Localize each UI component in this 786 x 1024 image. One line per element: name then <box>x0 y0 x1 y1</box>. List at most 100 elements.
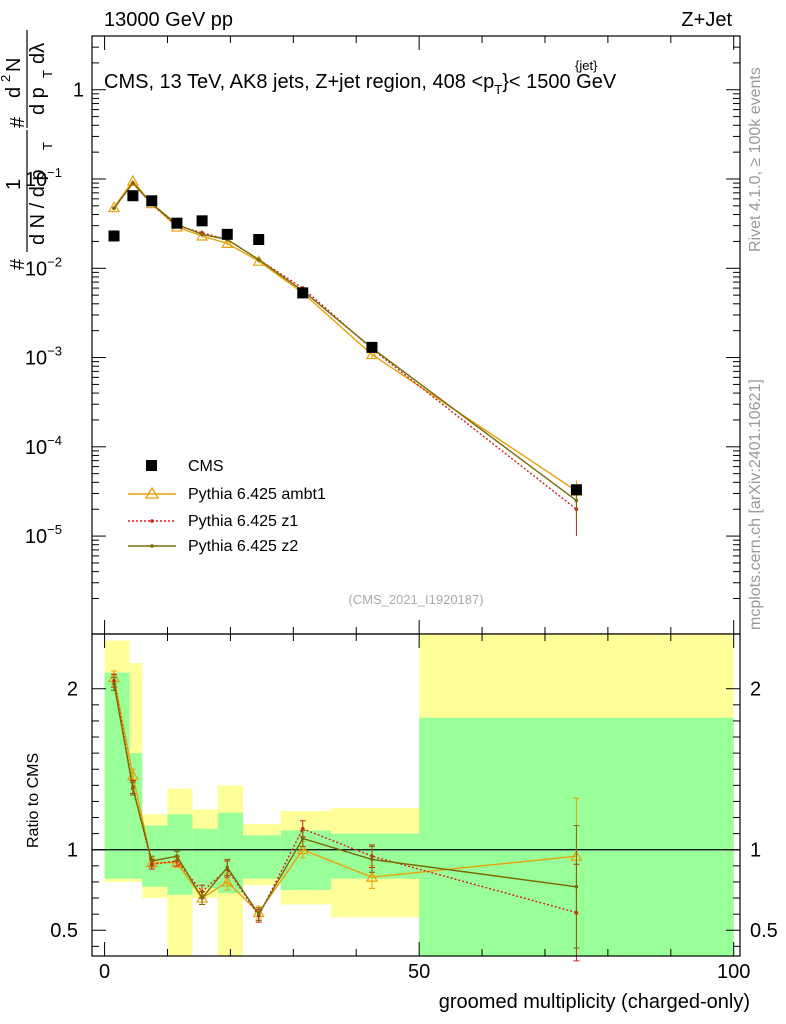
header-left: 13000 GeV pp <box>104 9 233 31</box>
plot-title: CMS, 13 TeV, AK8 jets, Z+jet region, 408… <box>104 71 617 97</box>
ratio-point-z2 <box>200 896 204 900</box>
ratio-ytick-label-right: 1 <box>750 840 761 862</box>
analysis-id: (CMS_2021_I1920187) <box>348 592 483 607</box>
main-point-cms <box>108 230 120 242</box>
ratio-line-z1 <box>113 680 577 918</box>
main-point-cms <box>253 234 265 246</box>
main-point-cms <box>570 484 582 496</box>
ratio-point-z2 <box>149 859 154 863</box>
ratio-xtick-label: 50 <box>408 961 430 983</box>
x-axis-label: groomed multiplicity (charged-only) <box>439 991 750 1013</box>
main-ytick-base: 10 <box>25 437 47 459</box>
ratio-band-inner <box>280 830 332 890</box>
ratio-point-z2 <box>175 854 179 858</box>
ratio-band-inner <box>167 814 193 895</box>
ratio-point-z1 <box>300 827 305 831</box>
main-point-z2 <box>112 206 116 211</box>
ratio-series-layer <box>107 670 583 962</box>
plot-title-tail: }< 1500 GeV <box>502 71 617 93</box>
ratio-ytick-label: 0.5 <box>50 920 78 942</box>
main-point-z2 <box>574 498 579 503</box>
main-point-cms <box>146 195 158 207</box>
legend-marker-z1 <box>150 519 154 523</box>
ratio-point-ambt1 <box>221 875 234 887</box>
legend-label-cms: CMS <box>188 458 224 475</box>
main-point-cms <box>221 228 233 240</box>
ratio-band-inner <box>104 672 130 879</box>
ratio-point-z2 <box>574 884 579 889</box>
main-ytick-label: 10−4 <box>25 433 62 459</box>
main-ytick-label: 1 <box>73 80 84 102</box>
ratio-xtick-label: 100 <box>717 961 750 983</box>
plot-title-sub: T <box>494 82 502 97</box>
main-point-cms <box>196 215 208 227</box>
ratio-band-inner <box>217 812 243 894</box>
rivet-label: Rivet 4.1.0, ≥ 100k events <box>747 67 764 252</box>
main-ytick-exp: −4 <box>47 433 62 448</box>
main-ytick-exp: −5 <box>47 522 62 537</box>
ylabel-num-d: d <box>3 87 25 98</box>
ratio-ytick-label: 2 <box>67 679 78 701</box>
ratio-ytick-label-right: 2 <box>750 679 761 701</box>
main-ytick-exp: −3 <box>47 344 62 359</box>
main-ytick-base: 10 <box>25 169 47 191</box>
ratio-y-label: Ratio to CMS <box>25 753 42 848</box>
main-point-z2 <box>200 232 204 237</box>
main-plot-panel: 10−510−410−310−210−11 <box>25 35 741 635</box>
ylabel-one: 1 <box>3 179 25 190</box>
main-point-ambt1 <box>126 174 139 186</box>
mcplots-label: mcplots.cern.ch [arXiv:2401.10621] <box>747 379 764 630</box>
plot-title-sup: {jet} <box>575 58 598 73</box>
main-y-label: # 1 d N / d p T # d 2 N d p T dλ <box>0 30 55 270</box>
main-ytick-base: 10 <box>25 526 47 548</box>
legend-marker-ambt1 <box>144 486 160 499</box>
ratio-xtick-label: 0 <box>99 961 110 983</box>
main-line-ambt1 <box>113 179 577 492</box>
main-axis-ticks: 10−510−410−310−210−11 <box>25 35 740 634</box>
main-ytick-exp: −1 <box>47 165 62 180</box>
main-series-layer <box>107 174 583 537</box>
main-point-ambt1 <box>365 348 378 360</box>
main-point-cms <box>171 217 183 229</box>
ratio-uncertainty-bands <box>104 634 734 956</box>
main-ytick-label: 10−5 <box>25 522 62 548</box>
main-point-cms <box>366 341 378 353</box>
legend-marker-cms <box>146 460 157 471</box>
ratio-point-z2 <box>370 857 374 862</box>
ratio-point-ambt1 <box>365 870 378 882</box>
main-ytick-exp: −2 <box>47 254 62 269</box>
ylabel-hash-1: # <box>7 258 29 270</box>
main-point-cms <box>297 287 309 299</box>
main-point-ambt1 <box>107 201 121 213</box>
main-ytick-label: 10−3 <box>25 344 62 370</box>
ratio-band-inner <box>192 828 218 889</box>
ratio-point-ambt1 <box>170 856 183 868</box>
ylabel-den-2: d p <box>27 87 49 115</box>
ratio-ytick-label-right: 0.5 <box>750 920 778 942</box>
main-ytick-label: 10−1 <box>25 165 62 191</box>
main-ytick-base: 10 <box>25 348 47 370</box>
ratio-line-z2 <box>113 683 577 916</box>
legend: CMS Pythia 6.425 ambt1 Pythia 6.425 z1 P… <box>128 458 326 555</box>
main-line-z1 <box>113 181 577 510</box>
legend-marker-z2 <box>150 544 154 548</box>
legend-label-z2: Pythia 6.425 z2 <box>188 538 298 555</box>
main-point-z2 <box>256 257 261 262</box>
main-point-cms <box>127 190 139 202</box>
main-ytick-label: 10−2 <box>25 254 62 280</box>
ylabel-hash-2: # <box>7 116 29 128</box>
legend-label-ambt1: Pythia 6.425 ambt1 <box>188 486 326 503</box>
legend-label-z1: Pythia 6.425 z1 <box>188 513 298 530</box>
ratio-band-inner <box>331 833 420 879</box>
main-point-z2 <box>131 181 135 185</box>
header-right: Z+Jet <box>681 9 732 31</box>
ratio-line-ambt1 <box>113 677 577 914</box>
ylabel-num-n: N <box>3 58 25 72</box>
ratio-point-z2 <box>256 912 261 916</box>
ratio-point-z2 <box>131 786 135 791</box>
ylabel-den-1-sub: T <box>40 142 55 150</box>
ratio-plot-frame <box>91 633 741 957</box>
main-point-ambt1 <box>221 237 234 248</box>
ylabel-den-2-sub: T <box>40 70 55 78</box>
